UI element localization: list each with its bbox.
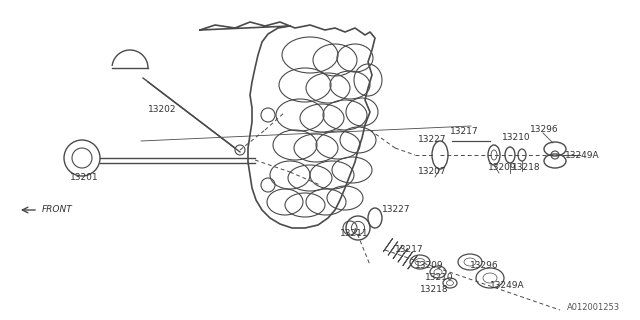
Text: 13209: 13209 <box>415 260 444 269</box>
Text: 13201: 13201 <box>70 173 99 182</box>
Text: 13211: 13211 <box>340 228 369 237</box>
Text: A012001253: A012001253 <box>567 303 620 312</box>
Text: 13217: 13217 <box>450 127 479 137</box>
Text: 13218: 13218 <box>512 164 541 172</box>
Text: 13296: 13296 <box>470 260 499 269</box>
Text: 13207: 13207 <box>418 167 447 177</box>
Text: 13217: 13217 <box>395 245 424 254</box>
Text: 13210: 13210 <box>502 133 531 142</box>
Text: 13210: 13210 <box>425 274 454 283</box>
Text: 13249A: 13249A <box>490 281 525 290</box>
Text: FRONT: FRONT <box>42 205 73 214</box>
Text: 13227: 13227 <box>382 205 410 214</box>
Text: 13296: 13296 <box>530 125 559 134</box>
Text: 13227: 13227 <box>418 135 447 145</box>
Text: 13218: 13218 <box>420 285 449 294</box>
Text: 13249A: 13249A <box>565 150 600 159</box>
Text: 13202: 13202 <box>148 106 177 115</box>
Text: 13209: 13209 <box>488 164 516 172</box>
